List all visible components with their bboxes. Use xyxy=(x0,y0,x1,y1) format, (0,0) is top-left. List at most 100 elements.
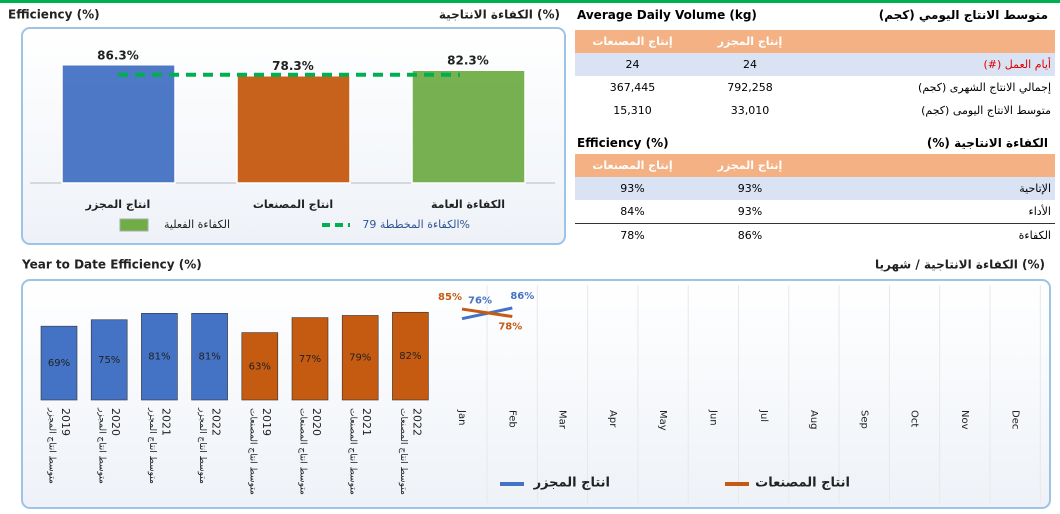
row-label: إجمالي الانتاج الشهرى (كجم) xyxy=(918,81,1051,94)
category-label: متوسط انتاج المجزر xyxy=(47,407,57,484)
col-header: إنتاج المصنعات xyxy=(592,159,673,172)
chart-frame xyxy=(21,279,1051,509)
value-label: 75% xyxy=(98,355,120,366)
category-label: متوسط انتاج المصنعات xyxy=(298,408,308,495)
row-label: الأداء xyxy=(1028,205,1051,218)
category-label: متوسط انتاج المصنعات xyxy=(398,408,408,495)
value-label: 76% xyxy=(468,296,492,307)
month-label: Oct xyxy=(909,410,920,427)
category-label: متوسط انتاج المجزر xyxy=(147,407,157,484)
row: الكفاءة 86% 78% xyxy=(575,223,1055,247)
volume-table: إنتاج المجزر إنتاج المصنعات أيام العمل (#… xyxy=(575,30,1055,122)
cell: 367,445 xyxy=(609,81,656,94)
header-row: إنتاج المجزر إنتاج المصنعات xyxy=(575,30,1055,53)
year-label: 2022 xyxy=(410,408,423,436)
cell: 15,310 xyxy=(613,104,652,117)
bar xyxy=(90,319,128,401)
value-label: 86% xyxy=(510,291,534,302)
bar xyxy=(392,311,429,401)
bar xyxy=(141,313,178,401)
year-label: 2021 xyxy=(360,408,373,436)
category-label: الكفاءة العامة xyxy=(431,198,505,211)
value-label: 82.3% xyxy=(447,54,489,68)
cell: 93% xyxy=(737,182,763,195)
row-label: الإتاحية xyxy=(1019,182,1051,195)
header-row: إنتاج المجزر إنتاج المصنعات xyxy=(575,154,1055,177)
month-label: Nov xyxy=(959,410,970,430)
month-label: Sep xyxy=(858,410,869,429)
category-label: متوسط انتاج المصنعات xyxy=(348,408,358,495)
category-label: متوسط انتاج المصنعات xyxy=(247,408,257,495)
value-label: 79% xyxy=(349,353,371,364)
bar xyxy=(61,64,176,184)
value-label: 86.3% xyxy=(97,48,139,62)
year-label: 2022 xyxy=(210,408,223,436)
legend-label: انتاج المجزر xyxy=(533,476,610,491)
category-label: انتاج المجزر xyxy=(85,198,151,212)
bar xyxy=(236,74,351,184)
legend-swatch xyxy=(119,218,149,232)
bar xyxy=(341,315,379,401)
value-label: 85% xyxy=(438,292,462,303)
month-label: Feb xyxy=(506,410,517,428)
bar xyxy=(241,332,279,401)
bar xyxy=(411,69,526,184)
value-label: 77% xyxy=(299,354,321,365)
month-label: May xyxy=(657,410,668,431)
bar xyxy=(40,325,78,401)
value-label: 82% xyxy=(399,351,421,362)
chart-title-ar: الكفاءة الانتاجية (%) xyxy=(439,8,560,22)
top-bar xyxy=(0,0,1060,3)
year-label: 2020 xyxy=(109,408,122,436)
table-title: Average Daily Volume (kg) xyxy=(577,8,757,22)
value-label: 81% xyxy=(148,352,170,363)
series-line xyxy=(461,307,513,319)
cell: 33,010 xyxy=(730,104,770,117)
chart-title-ar: الكفاءة الانتاجية / شهريا (%) xyxy=(875,258,1045,272)
cell: 93% xyxy=(620,182,645,195)
col-header: إنتاج المجزر xyxy=(717,159,783,172)
row: أيام العمل (#) 24 24 xyxy=(575,53,1055,76)
efficiency-table: إنتاج المجزر إنتاج المصنعات الإتاحية 93% 93… xyxy=(575,154,1055,247)
category-label: متوسط انتاج المجزر xyxy=(97,407,107,484)
cell: 24 xyxy=(743,58,757,71)
marks: 86.3% انتاج المجزر 78.3% انتاج المصنعات 82.3… xyxy=(40,48,1041,503)
value-label: 69% xyxy=(48,358,70,369)
row: الإتاحية 93% 93% xyxy=(575,177,1055,200)
cell: 84% xyxy=(620,205,645,218)
month-label: Dec xyxy=(1009,410,1020,429)
row: الأداء 93% 84% xyxy=(575,200,1055,223)
row-label: متوسط الانتاج اليومى (كجم) xyxy=(921,104,1051,117)
table-title-ar: الكفاءة الانتاجية (%) xyxy=(926,136,1048,150)
year-label: 2020 xyxy=(310,408,323,436)
cell: 24 xyxy=(625,58,640,71)
month-label: Mar xyxy=(557,410,568,430)
value-label: 78% xyxy=(498,322,522,333)
value-label: 78.3% xyxy=(272,59,314,73)
month-label: Aug xyxy=(808,410,819,430)
legend-label: الكفاءة الفعلية xyxy=(164,218,230,231)
year-label: 2021 xyxy=(159,408,172,436)
year-label: 2019 xyxy=(59,408,72,436)
legend-label: الكفاءة المخططة 79% xyxy=(362,218,470,231)
table-title: Efficiency (%) xyxy=(577,136,669,150)
bar xyxy=(291,317,329,401)
category-label: انتاج المصنعات xyxy=(253,198,333,212)
table-title-ar: متوسط الانتاج اليومي (كجم) xyxy=(878,8,1048,22)
row-label: أيام العمل (#) xyxy=(983,58,1051,71)
row: إجمالي الانتاج الشهرى (كجم) 792,258 367,44… xyxy=(575,76,1055,99)
month-label: Jun xyxy=(708,409,719,426)
cell: 93% xyxy=(737,205,763,218)
chart-title: Efficiency (%) xyxy=(8,8,100,22)
col-header: إنتاج المجزر xyxy=(717,35,783,48)
col-header: إنتاج المصنعات xyxy=(592,35,673,48)
month-label: Apr xyxy=(607,410,618,428)
year-label: 2019 xyxy=(260,408,273,436)
value-label: 63% xyxy=(249,361,271,372)
chart-title: Year to Date Efficiency (%) xyxy=(21,258,202,272)
month-label: Jul xyxy=(758,409,769,422)
cell: 792,258 xyxy=(727,81,773,94)
bar xyxy=(191,313,228,401)
